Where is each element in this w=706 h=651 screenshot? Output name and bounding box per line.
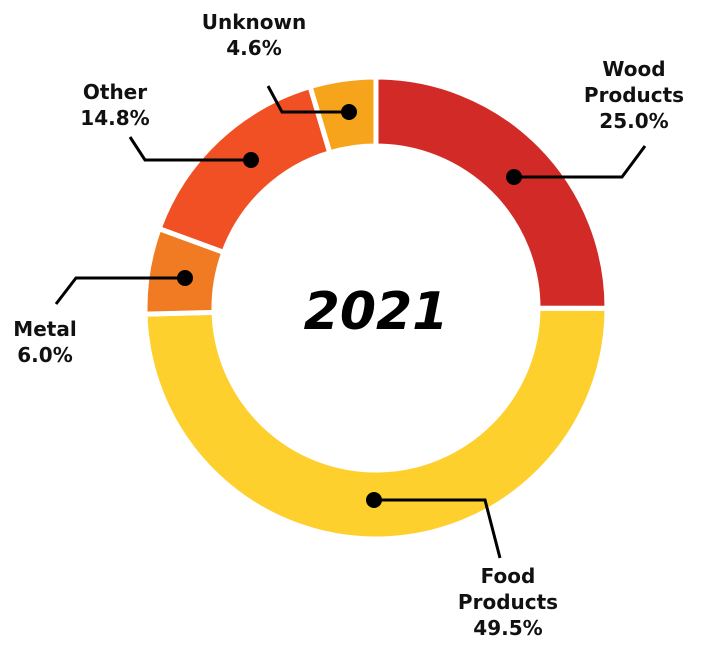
label-value: 6.0%	[17, 343, 73, 367]
leader-lines	[54, 85, 647, 559]
label-line: Metal	[13, 317, 77, 341]
label-line: Wood	[602, 57, 666, 81]
leader-line-wood-products	[514, 145, 647, 179]
label-line: Products	[583, 83, 685, 107]
leader-dot-metal	[177, 270, 193, 286]
label-metal: Metal 6.0%	[13, 316, 76, 368]
leader-line-unknown	[266, 85, 349, 114]
label-line: Unknown	[201, 10, 307, 34]
leader-dot-wood-products	[506, 169, 522, 185]
leader-line-other	[128, 136, 251, 162]
label-line: Products	[457, 590, 559, 614]
label-food-products: Food Products 49.5%	[458, 563, 558, 641]
leader-dot-unknown	[341, 104, 357, 120]
leader-line-metal	[54, 276, 185, 305]
label-value: 4.6%	[226, 36, 282, 60]
leader-line-food-products	[374, 498, 502, 559]
label-value: 14.8%	[80, 106, 150, 130]
label-other: Other 14.8%	[80, 79, 149, 131]
slice-wood-products	[373, 74, 610, 311]
label-wood-products: Wood Products 25.0%	[584, 56, 684, 134]
label-value: 49.5%	[473, 616, 543, 640]
center-year-label: 2021	[303, 282, 449, 342]
leader-dot-food-products	[366, 492, 382, 508]
leader-dot-other	[243, 152, 259, 168]
donut-slices	[142, 74, 610, 542]
label-unknown: Unknown 4.6%	[202, 9, 306, 61]
label-value: 25.0%	[599, 109, 669, 133]
label-line: Food	[480, 564, 536, 588]
label-line: Other	[82, 80, 148, 104]
slice-food-products	[142, 305, 610, 542]
